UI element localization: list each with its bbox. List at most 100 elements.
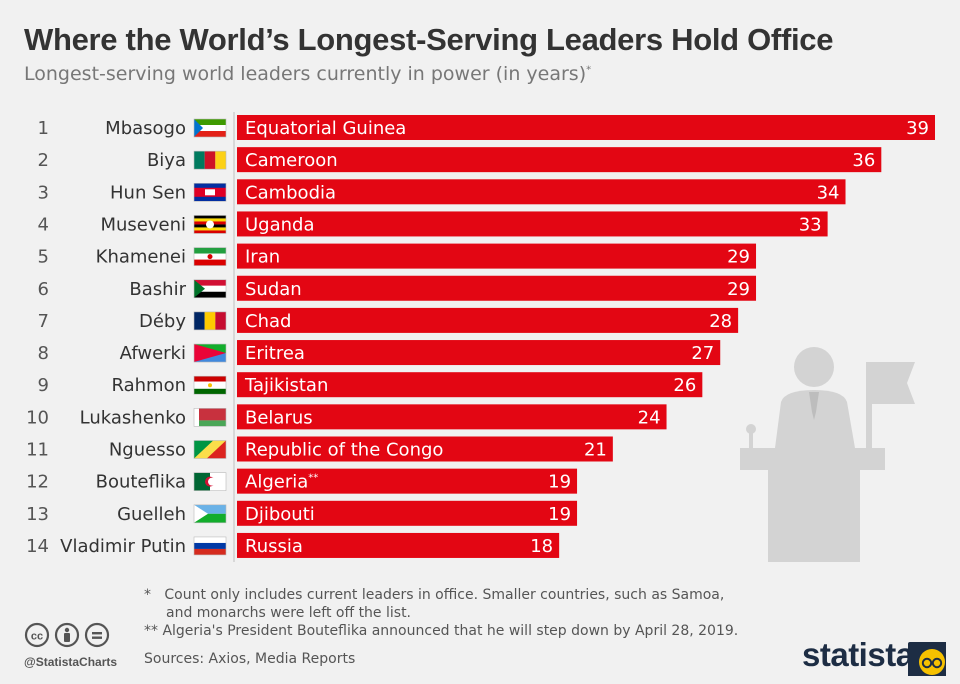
leader-label: Hun Sen bbox=[110, 182, 186, 203]
flag-part bbox=[210, 472, 226, 491]
statista-wordmark[interactable]: statista bbox=[802, 636, 914, 673]
flag-part bbox=[194, 548, 226, 555]
value-label: 27 bbox=[691, 343, 714, 364]
bar bbox=[237, 307, 739, 333]
rank-label: 12 bbox=[26, 472, 49, 493]
value-label: 34 bbox=[817, 182, 840, 203]
flag-part bbox=[194, 151, 205, 170]
statista-handle[interactable]: @StatistaCharts bbox=[24, 655, 118, 669]
flag-border bbox=[193, 279, 227, 299]
equatorial-guinea-flag bbox=[193, 118, 227, 138]
bar bbox=[237, 404, 667, 430]
footnotes: * Count only includes current leaders in… bbox=[144, 586, 738, 640]
leader-label: Khamenei bbox=[96, 247, 186, 268]
rank-label: 5 bbox=[38, 247, 49, 268]
value-label: 29 bbox=[727, 279, 750, 300]
flag-part bbox=[194, 279, 205, 298]
rank-label: 14 bbox=[26, 536, 49, 557]
country-footnote-mark: ** bbox=[308, 473, 318, 484]
flag-part bbox=[194, 291, 226, 298]
bar bbox=[237, 532, 560, 558]
bar bbox=[237, 115, 935, 140]
footnote-2: ** Algeria's President Bouteflika announ… bbox=[144, 623, 739, 639]
country-label: Belarus bbox=[245, 407, 313, 428]
algeria-flag bbox=[193, 472, 227, 491]
cameroon-flag bbox=[193, 150, 227, 170]
leader-label: Bashir bbox=[129, 279, 186, 300]
flag-border bbox=[193, 375, 227, 395]
bar bbox=[237, 179, 846, 205]
subtitle-footnote-mark: * bbox=[586, 64, 592, 76]
eritrea-flag bbox=[193, 343, 227, 363]
djibouti-flag bbox=[193, 504, 227, 524]
statista-logo-icon[interactable] bbox=[906, 640, 948, 678]
flag-part bbox=[194, 230, 226, 234]
flag-part bbox=[194, 247, 226, 254]
flag-part bbox=[194, 131, 226, 137]
rank-label: 1 bbox=[38, 118, 49, 139]
cc-icon[interactable]: cc bbox=[24, 622, 50, 648]
rank-label: 6 bbox=[38, 279, 49, 300]
country-label: Djibouti bbox=[245, 504, 315, 525]
country-label: Algeria** bbox=[245, 472, 318, 493]
footnote-1-mark: * bbox=[144, 587, 151, 603]
congo-flag bbox=[193, 440, 227, 459]
footnote-1-cont: and monarchs were left off the list. bbox=[166, 605, 412, 621]
leader-label: Museveni bbox=[100, 214, 186, 235]
bar bbox=[237, 147, 882, 173]
rank-label: 4 bbox=[38, 214, 49, 235]
country-label: Chad bbox=[245, 311, 291, 332]
flag-part bbox=[194, 376, 226, 382]
flag-border bbox=[193, 311, 227, 331]
leader-label: Rahmon bbox=[111, 375, 186, 396]
belarus-flag bbox=[193, 408, 227, 427]
by-icon[interactable] bbox=[54, 622, 80, 648]
flag-border bbox=[193, 440, 227, 459]
flag-border bbox=[193, 215, 227, 234]
subtitle-text: Longest-serving world leaders currently … bbox=[24, 63, 587, 85]
rank-label: 3 bbox=[38, 182, 49, 203]
license-icons: cc bbox=[24, 622, 110, 648]
flag-part bbox=[215, 151, 226, 170]
footnote-1-line-1: Count only includes current leaders in o… bbox=[164, 587, 725, 603]
tajikistan-flag bbox=[193, 375, 227, 395]
flag-part bbox=[194, 259, 226, 266]
value-label: 21 bbox=[584, 440, 607, 461]
rank-label: 7 bbox=[38, 311, 49, 332]
bar bbox=[237, 500, 578, 526]
bar bbox=[237, 468, 578, 494]
flag-part bbox=[194, 536, 226, 543]
rank-label: 9 bbox=[38, 375, 49, 396]
flag-part bbox=[194, 504, 226, 514]
value-label: 18 bbox=[530, 536, 553, 557]
flag-border bbox=[193, 183, 227, 202]
value-label: 33 bbox=[799, 214, 822, 235]
country-label: Cambodia bbox=[245, 182, 336, 203]
rank-label: 10 bbox=[26, 407, 49, 428]
value-label: 19 bbox=[548, 472, 571, 493]
flag-part bbox=[194, 227, 226, 231]
flag-part bbox=[194, 119, 203, 137]
flag-border bbox=[193, 247, 227, 266]
leader-label: Biya bbox=[147, 150, 186, 171]
sources: Sources: Axios, Media Reports bbox=[144, 651, 356, 667]
flag-part bbox=[194, 119, 226, 125]
flag-part bbox=[194, 513, 226, 523]
bar bbox=[237, 243, 757, 269]
country-label: Tajikistan bbox=[244, 375, 328, 396]
flag-part bbox=[194, 344, 226, 363]
russia-flag bbox=[193, 536, 227, 556]
uganda-flag bbox=[193, 215, 227, 234]
leader-label: Lukashenko bbox=[80, 407, 186, 428]
leader-label: Bouteflika bbox=[96, 472, 186, 493]
flag-part bbox=[194, 215, 226, 219]
bar bbox=[237, 372, 703, 398]
country-label: Iran bbox=[245, 247, 280, 268]
leader-label: Afwerki bbox=[120, 343, 186, 364]
chad-flag bbox=[193, 311, 227, 331]
flag-part bbox=[194, 420, 226, 427]
country-label: Equatorial Guinea bbox=[245, 118, 406, 139]
flag-part bbox=[205, 189, 215, 196]
leader-label: Déby bbox=[139, 311, 186, 332]
nd-icon[interactable] bbox=[84, 622, 110, 648]
